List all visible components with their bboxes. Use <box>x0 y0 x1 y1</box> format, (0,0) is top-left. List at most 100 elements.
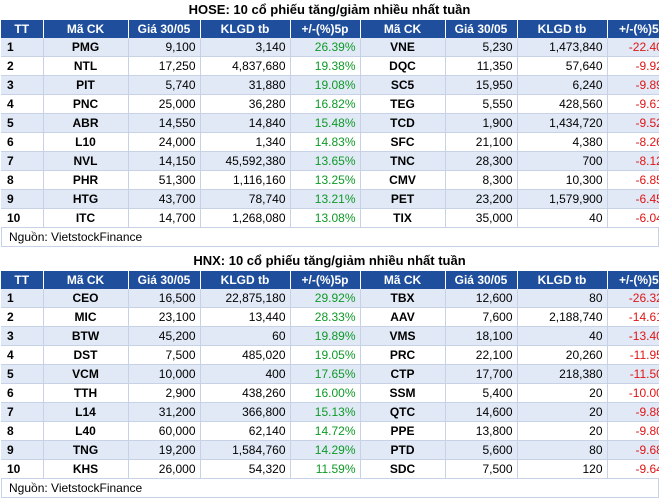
symbol-loss-cell: CMV <box>360 170 446 190</box>
rank-cell: 6 <box>1 383 44 403</box>
volume-loss-cell: 1,473,840 <box>517 38 608 57</box>
price-loss-cell: 7,500 <box>445 459 518 479</box>
rank-cell: 6 <box>1 132 44 152</box>
volume-loss-cell: 57,640 <box>517 56 608 76</box>
volume-loss-cell: 80 <box>517 289 608 308</box>
rank-cell: 8 <box>1 421 44 441</box>
col-header-symbol-gain: Mã CK <box>43 20 129 38</box>
price-loss-cell: 18,100 <box>445 326 518 346</box>
price-loss-cell: 14,600 <box>445 402 518 422</box>
hnx-header-row: TT Mã CK Giá 30/05 KLGD tb +/-(%)5p Mã C… <box>1 271 659 289</box>
change-loss-cell: -11.50% <box>607 364 659 384</box>
change-gain-cell: 19.89% <box>290 326 361 346</box>
symbol-gain-cell: L10 <box>43 132 129 152</box>
rank-cell: 1 <box>1 38 44 57</box>
symbol-gain-cell: DST <box>43 345 129 365</box>
symbol-gain-cell: L14 <box>43 402 129 422</box>
change-gain-cell: 15.13% <box>290 402 361 422</box>
change-loss-cell: -22.40% <box>607 38 659 57</box>
price-loss-cell: 5,400 <box>445 383 518 403</box>
price-loss-cell: 12,600 <box>445 289 518 308</box>
volume-loss-cell: 4,380 <box>517 132 608 152</box>
symbol-gain-cell: TNG <box>43 440 129 460</box>
change-gain-cell: 15.48% <box>290 113 361 133</box>
symbol-loss-cell: SC5 <box>360 75 446 95</box>
hose-section: HOSE: 10 cổ phiếu tăng/giảm nhiều nhất t… <box>0 0 659 247</box>
col-header-symbol-loss: Mã CK <box>360 20 446 38</box>
volume-gain-cell: 54,320 <box>200 459 291 479</box>
symbol-gain-cell: NVL <box>43 151 129 171</box>
symbol-loss-cell: TIX <box>360 208 446 228</box>
volume-loss-cell: 20 <box>517 421 608 441</box>
symbol-loss-cell: PET <box>360 189 446 209</box>
change-loss-cell: -13.40% <box>607 326 659 346</box>
table-row: 1 PMG 9,100 3,140 26.39% VNE 5,230 1,473,840 -22… <box>1 38 659 57</box>
symbol-gain-cell: ITC <box>43 208 129 228</box>
table-row: 8 PHR 51,300 1,116,160 13.25% CMV 8,300 10,300-… <box>1 170 659 190</box>
change-gain-cell: 16.82% <box>290 94 361 114</box>
change-loss-cell: -9.61% <box>607 94 659 114</box>
volume-loss-cell: 10,300 <box>517 170 608 190</box>
change-gain-cell: 13.08% <box>290 208 361 228</box>
rank-cell: 10 <box>1 208 44 228</box>
change-gain-cell: 13.65% <box>290 151 361 171</box>
change-loss-cell: -6.85% <box>607 170 659 190</box>
change-loss-cell: -9.89% <box>607 75 659 95</box>
price-loss-cell: 8,300 <box>445 170 518 190</box>
col-header-price-loss: Giá 30/05 <box>445 271 518 289</box>
symbol-gain-cell: MIC <box>43 307 129 327</box>
rank-cell: 7 <box>1 402 44 422</box>
volume-gain-cell: 45,592,380 <box>200 151 291 171</box>
table-row: 7 NVL 14,150 45,592,380 13.65% TNC 28,300 700 -8… <box>1 151 659 171</box>
change-gain-cell: 14.29% <box>290 440 361 460</box>
change-gain-cell: 28.33% <box>290 307 361 327</box>
volume-gain-cell: 1,268,080 <box>200 208 291 228</box>
volume-loss-cell: 80 <box>517 440 608 460</box>
price-gain-cell: 23,100 <box>128 307 201 327</box>
volume-loss-cell: 1,579,900 <box>517 189 608 209</box>
volume-loss-cell: 20 <box>517 383 608 403</box>
hnx-table: TT Mã CK Giá 30/05 KLGD tb +/-(%)5p Mã C… <box>1 271 659 479</box>
change-gain-cell: 19.05% <box>290 345 361 365</box>
hnx-source: Nguồn: VietstockFinance <box>1 479 659 498</box>
symbol-loss-cell: QTC <box>360 402 446 422</box>
price-gain-cell: 45,200 <box>128 326 201 346</box>
change-loss-cell: -9.52% <box>607 113 659 133</box>
change-loss-cell: -11.95% <box>607 345 659 365</box>
symbol-loss-cell: AAV <box>360 307 446 327</box>
price-loss-cell: 5,600 <box>445 440 518 460</box>
volume-loss-cell: 40 <box>517 326 608 346</box>
rank-cell: 8 <box>1 170 44 190</box>
symbol-gain-cell: HTG <box>43 189 129 209</box>
volume-gain-cell: 4,837,680 <box>200 56 291 76</box>
price-loss-cell: 1,900 <box>445 113 518 133</box>
rank-cell: 5 <box>1 113 44 133</box>
table-row: 9TNG19,2001,584,76014.29%PTD5,60080-9.68… <box>1 440 659 460</box>
col-header-change-loss: +/-(%)5p <box>607 20 659 38</box>
col-header-volume-loss: KLGD tb <box>517 271 608 289</box>
price-gain-cell: 14,550 <box>128 113 201 133</box>
price-loss-cell: 5,550 <box>445 94 518 114</box>
change-gain-cell: 16.00% <box>290 383 361 403</box>
symbol-loss-cell: DQC <box>360 56 446 76</box>
price-gain-cell: 7,500 <box>128 345 201 365</box>
symbol-loss-cell: VNE <box>360 38 446 57</box>
symbol-loss-cell: TCD <box>360 113 446 133</box>
table-row: 10 ITC 14,700 1,268,080 13.08% TIX 35,000 40 -6.… <box>1 208 659 228</box>
table-row: 5 VCM 10,000 400 17.65% CTP 17,700 218,380 -11.5… <box>1 364 659 384</box>
col-header-change-loss: +/-(%)5p <box>607 271 659 289</box>
table-row: 9 HTG 43,700 78,740 13.21% PET 23,200 1,579,900… <box>1 189 659 209</box>
rank-cell: 2 <box>1 56 44 76</box>
volume-gain-cell: 400 <box>200 364 291 384</box>
price-loss-cell: 35,000 <box>445 208 518 228</box>
volume-loss-cell: 700 <box>517 151 608 171</box>
hose-body: 1 PMG 9,100 3,140 26.39% VNE 5,230 1,473,840 -22… <box>1 38 659 228</box>
table-row: 4 DST 7,500 485,020 19.05% PRC 22,100 20,260 -11… <box>1 345 659 365</box>
rank-cell: 9 <box>1 440 44 460</box>
volume-gain-cell: 366,800 <box>200 402 291 422</box>
table-row: 3PIT5,74031,88019.08%SC515,9506,240-9.89… <box>1 75 659 95</box>
change-gain-cell: 26.39% <box>290 38 361 57</box>
change-loss-cell: -8.26% <box>607 132 659 152</box>
volume-loss-cell: 218,380 <box>517 364 608 384</box>
